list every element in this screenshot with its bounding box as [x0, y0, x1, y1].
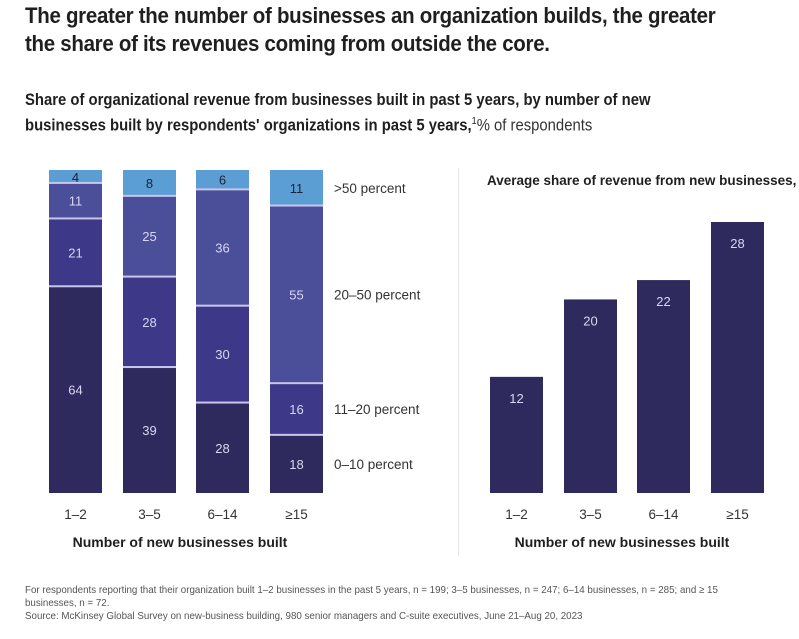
x-tick-label: 1–2	[505, 507, 528, 522]
x-tick-label: ≥15	[285, 507, 307, 522]
segment-separator	[196, 401, 249, 404]
data-label: 11	[69, 194, 83, 209]
avg-bar	[711, 222, 764, 493]
segment-separator	[196, 188, 249, 191]
stacked-segment-1	[49, 218, 102, 287]
stacked-segment-1	[270, 383, 323, 435]
data-label: 6	[219, 173, 226, 188]
chart-headline: The greater the number of businesses an …	[25, 3, 716, 56]
data-label: 30	[215, 347, 229, 362]
x-tick-label: 6–14	[207, 507, 238, 522]
stacked-segment-0	[270, 434, 323, 493]
segment-separator	[123, 194, 176, 197]
stacked-bar-x-axis-title: Number of new businesses built	[73, 534, 288, 550]
legend-item: 20–50 percent	[334, 287, 421, 302]
subtitle-unit: % of respondents	[476, 116, 593, 135]
stacked-segment-1	[196, 305, 249, 403]
segment-separator	[270, 433, 323, 436]
stacked-segment-0	[196, 402, 249, 493]
data-label: 8	[146, 176, 153, 191]
footnote-ref: 1	[471, 116, 477, 127]
data-label: 21	[68, 245, 82, 260]
stacked-segment-2	[123, 195, 176, 277]
stacked-segment-0	[123, 367, 176, 493]
avg-bar-x-axis-title: Number of new businesses built	[515, 534, 730, 550]
avg-bar-chart: 12 20 22 28	[490, 222, 764, 493]
segment-separator	[49, 217, 102, 220]
footnote-source: Source: McKinsey Global Survey on new-bu…	[25, 610, 583, 622]
segment-separator	[270, 382, 323, 385]
stacked-segment-3	[196, 170, 249, 190]
avg-bar-x-axis: 1–2 3–5 6–14 ≥15	[505, 507, 748, 522]
segment-separator	[123, 366, 176, 369]
stacked-segment-0	[49, 286, 102, 493]
panel-divider	[458, 168, 459, 556]
legend-item: 11–20 percent	[334, 402, 420, 417]
data-label: 18	[289, 457, 303, 472]
data-label: 16	[289, 402, 303, 417]
stacked-segment-2	[270, 205, 323, 384]
data-label: 64	[68, 383, 82, 398]
segment-separator	[196, 304, 249, 307]
subtitle-main: Share of organizational revenue from bus…	[25, 91, 651, 135]
data-label: 36	[215, 241, 229, 256]
x-tick-label: 3–5	[579, 507, 602, 522]
segment-separator	[49, 181, 102, 184]
legend-item: >50 percent	[334, 181, 406, 196]
avg-bar	[490, 376, 543, 493]
x-tick-label: ≥15	[726, 507, 748, 522]
data-label: 28	[142, 315, 156, 330]
segment-separator	[49, 285, 102, 288]
data-label: 12	[509, 391, 523, 406]
stacked-segment-3	[49, 170, 102, 183]
data-label: 11	[290, 181, 304, 196]
avg-bar-chart-title: Average share of revenue from new busine…	[487, 173, 796, 188]
data-label: 28	[215, 441, 229, 456]
avg-bar	[564, 299, 617, 493]
x-tick-label: 1–2	[64, 507, 87, 522]
stacked-segment-2	[49, 182, 102, 219]
segment-separator	[270, 204, 323, 207]
x-tick-label: 3–5	[138, 507, 161, 522]
stacked-segment-2	[196, 189, 249, 306]
stacked-bar-x-axis: 1–2 3–5 6–14 ≥15	[64, 507, 307, 522]
stacked-segment-3	[123, 170, 176, 196]
stacked-bar-chart: 64 21 11 4 39 28 25 8 28 30 36 6 18 16 55 11	[49, 170, 323, 493]
data-label: 20	[583, 313, 597, 328]
data-label: 25	[142, 229, 156, 244]
data-label: 55	[289, 287, 303, 302]
data-label: 22	[656, 294, 670, 309]
stacked-bar-legend: 0–10 percent 11–20 percent 20–50 percent >5…	[334, 181, 421, 472]
data-label: 39	[142, 423, 156, 438]
footnote-sample-sizes: For respondents reporting that their org…	[25, 584, 718, 609]
x-tick-label: 6–14	[648, 507, 679, 522]
data-label: 28	[730, 236, 744, 251]
data-label: 4	[72, 170, 79, 185]
avg-bar	[637, 280, 690, 493]
legend-item: 0–10 percent	[334, 457, 413, 472]
stacked-segment-1	[123, 276, 176, 368]
segment-separator	[123, 275, 176, 278]
footnote: For respondents reporting that their org…	[25, 584, 732, 623]
stacked-segment-3	[270, 170, 323, 206]
chart-subtitle: Share of organizational revenue from bus…	[25, 89, 709, 137]
